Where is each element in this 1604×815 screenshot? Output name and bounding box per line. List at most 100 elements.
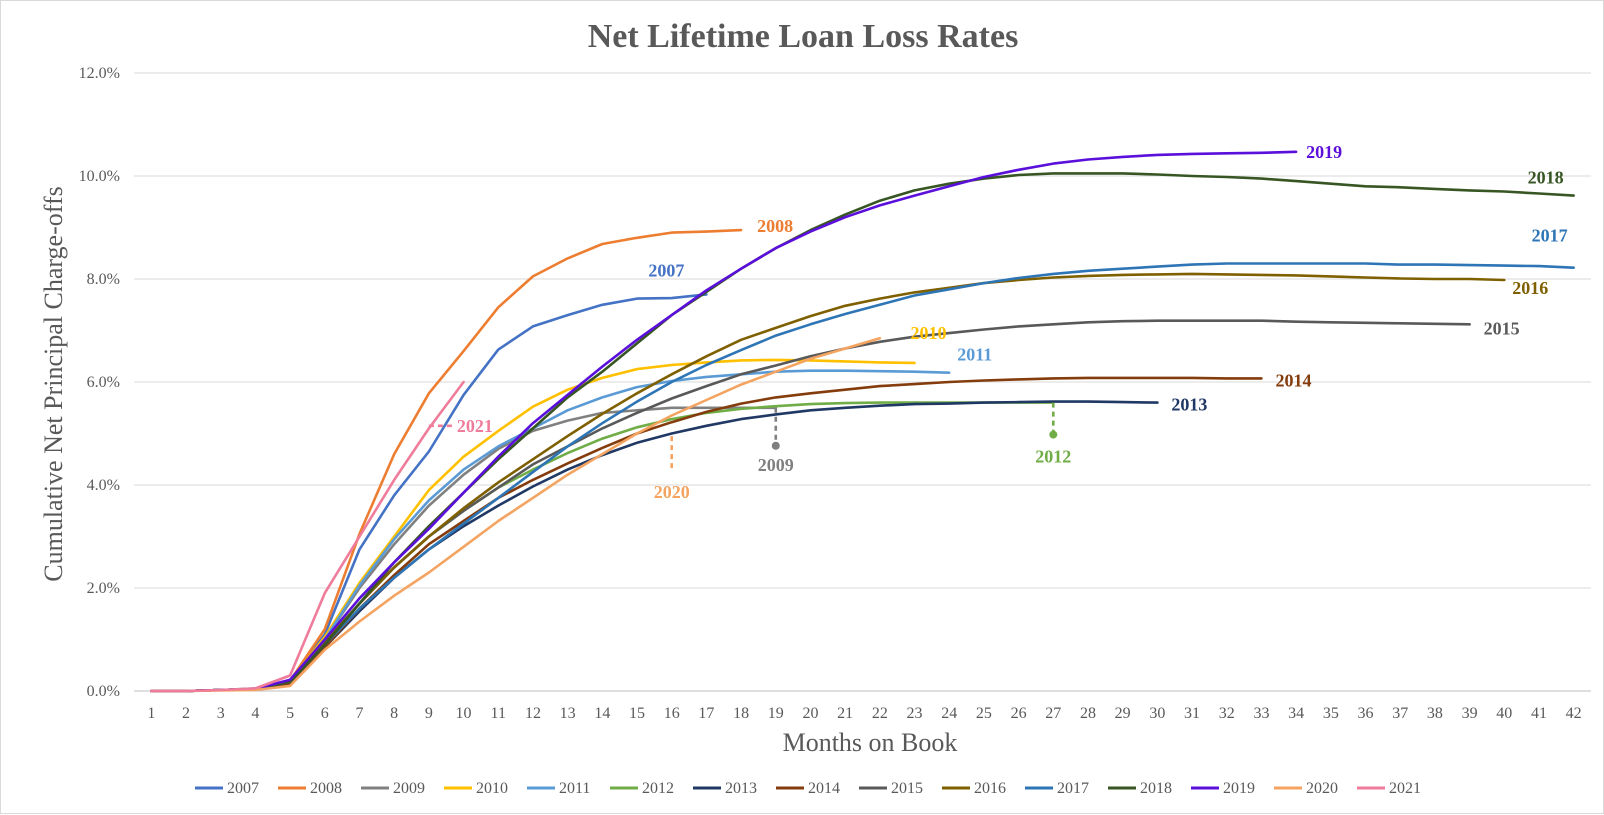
series-end-label: 2008 [757, 216, 793, 236]
x-tick-label: 6 [321, 705, 329, 722]
x-tick-label: 23 [907, 705, 923, 722]
x-tick-label: 13 [560, 705, 576, 722]
annotation-marker [771, 441, 780, 450]
x-tick-label: 34 [1288, 705, 1304, 722]
legend-item-label: 2011 [559, 780, 590, 797]
x-tick-label: 30 [1149, 705, 1165, 722]
x-tick-label: 11 [491, 705, 506, 722]
series-line-2020 [150, 336, 882, 693]
x-axis-title: Months on Book [783, 728, 958, 757]
x-tick-label: 7 [355, 705, 363, 722]
x-tick-label: 12 [525, 705, 541, 722]
y-tick-label: 0.0% [87, 683, 120, 700]
x-axis: 1 2 3 4 5 6 7 8 9 10 11 12 13 14 15 16 17 18 19 20 21 22 23 24 2… [147, 705, 1581, 722]
y-axis: 0.0% 2.0% 4.0% 6.0% 8.0% 10.0% 12.0% [79, 65, 120, 700]
series-line-2011 [150, 369, 951, 693]
x-tick-label: 17 [698, 705, 714, 722]
series-end-label: 2010 [911, 323, 947, 343]
x-tick-label: 8 [390, 705, 398, 722]
x-tick-label: 16 [664, 705, 680, 722]
legend-item-label: 2009 [393, 780, 425, 797]
annotation-marker [1049, 430, 1058, 439]
x-tick-label: 5 [286, 705, 294, 722]
series-line-2016 [150, 272, 1506, 693]
x-tick-label: 37 [1392, 705, 1408, 722]
series-line-2019 [150, 150, 1298, 693]
series-end-label: 2011 [957, 345, 992, 365]
y-tick-label: 10.0% [79, 168, 120, 185]
series-end-label: 2007 [648, 260, 684, 280]
legend-item-label: 2014 [808, 780, 840, 797]
series-line-2010 [150, 358, 916, 693]
x-tick-label: 2 [182, 705, 190, 722]
x-tick-label: 25 [976, 705, 992, 722]
x-tick-label: 38 [1427, 705, 1443, 722]
legend-item-label: 2019 [1223, 780, 1255, 797]
x-tick-label: 26 [1011, 705, 1027, 722]
x-tick-label: 42 [1566, 705, 1582, 722]
legend: 2007 2008 2009 2010 2011 2012 2013 2014 2015 2016… [195, 780, 1421, 797]
x-tick-label: 21 [837, 705, 853, 722]
legend-item-label: 2020 [1306, 780, 1338, 797]
y-axis-title: Cumulative Net Principal Charge-offs [39, 186, 68, 581]
x-tick-label: 31 [1184, 705, 1200, 722]
legend-item-label: 2007 [227, 780, 259, 797]
x-tick-label: 29 [1115, 705, 1131, 722]
legend-item-label: 2013 [725, 780, 757, 797]
x-tick-label: 36 [1358, 705, 1374, 722]
series-end-label: 2014 [1275, 370, 1311, 390]
x-tick-label: 32 [1219, 705, 1235, 722]
series-lines [150, 150, 1575, 693]
series-line-2018 [150, 172, 1575, 693]
series-end-label: 2019 [1306, 142, 1342, 162]
x-tick-label: 19 [768, 705, 784, 722]
series-line-2017 [150, 262, 1575, 693]
y-tick-label: 2.0% [87, 580, 120, 597]
series-end-label: 2018 [1528, 168, 1564, 188]
y-tick-label: 12.0% [79, 65, 120, 82]
x-tick-label: 18 [733, 705, 749, 722]
annotations: 2021 2020 2009 2012 [428, 402, 1071, 502]
legend-item-label: 2018 [1140, 780, 1172, 797]
series-end-label: 2015 [1484, 318, 1520, 338]
x-tick-label: 3 [217, 705, 225, 722]
x-tick-label: 35 [1323, 705, 1339, 722]
x-tick-label: 10 [456, 705, 472, 722]
x-tick-label: 41 [1531, 705, 1547, 722]
legend-item-label: 2012 [642, 780, 674, 797]
x-tick-label: 22 [872, 705, 888, 722]
annotation-label: 2012 [1035, 447, 1071, 467]
legend-item-label: 2008 [310, 780, 342, 797]
y-tick-label: 6.0% [87, 374, 120, 391]
annotation-label: 2021 [457, 416, 493, 436]
x-tick-label: 9 [425, 705, 433, 722]
x-tick-label: 39 [1462, 705, 1478, 722]
x-tick-label: 27 [1045, 705, 1061, 722]
x-tick-label: 15 [629, 705, 645, 722]
y-tick-label: 8.0% [87, 271, 120, 288]
annotation-label: 2009 [758, 455, 794, 475]
legend-item-label: 2015 [891, 780, 923, 797]
annotation-label: 2020 [654, 482, 690, 502]
chart-title: Net Lifetime Loan Loss Rates [588, 18, 1019, 55]
legend-item-label: 2017 [1057, 780, 1089, 797]
x-tick-label: 20 [802, 705, 818, 722]
x-tick-label: 4 [251, 705, 259, 722]
series-end-label: 2016 [1512, 278, 1548, 298]
x-tick-label: 40 [1496, 705, 1512, 722]
series-line-2009 [150, 406, 778, 693]
x-tick-label: 14 [594, 705, 610, 722]
legend-item-label: 2021 [1389, 780, 1421, 797]
gridlines [134, 72, 1591, 692]
series-end-labels: 2007 2008 2010 2011 2013 2014 2015 2016 2017 2018… [648, 142, 1567, 415]
series-line-2021 [150, 380, 465, 693]
x-tick-label: 33 [1253, 705, 1269, 722]
x-tick-label: 1 [147, 705, 155, 722]
series-line-2012 [150, 401, 1055, 693]
series-end-label: 2017 [1532, 226, 1568, 246]
legend-item-label: 2016 [974, 780, 1006, 797]
x-tick-label: 28 [1080, 705, 1096, 722]
legend-item-label: 2010 [476, 780, 508, 797]
